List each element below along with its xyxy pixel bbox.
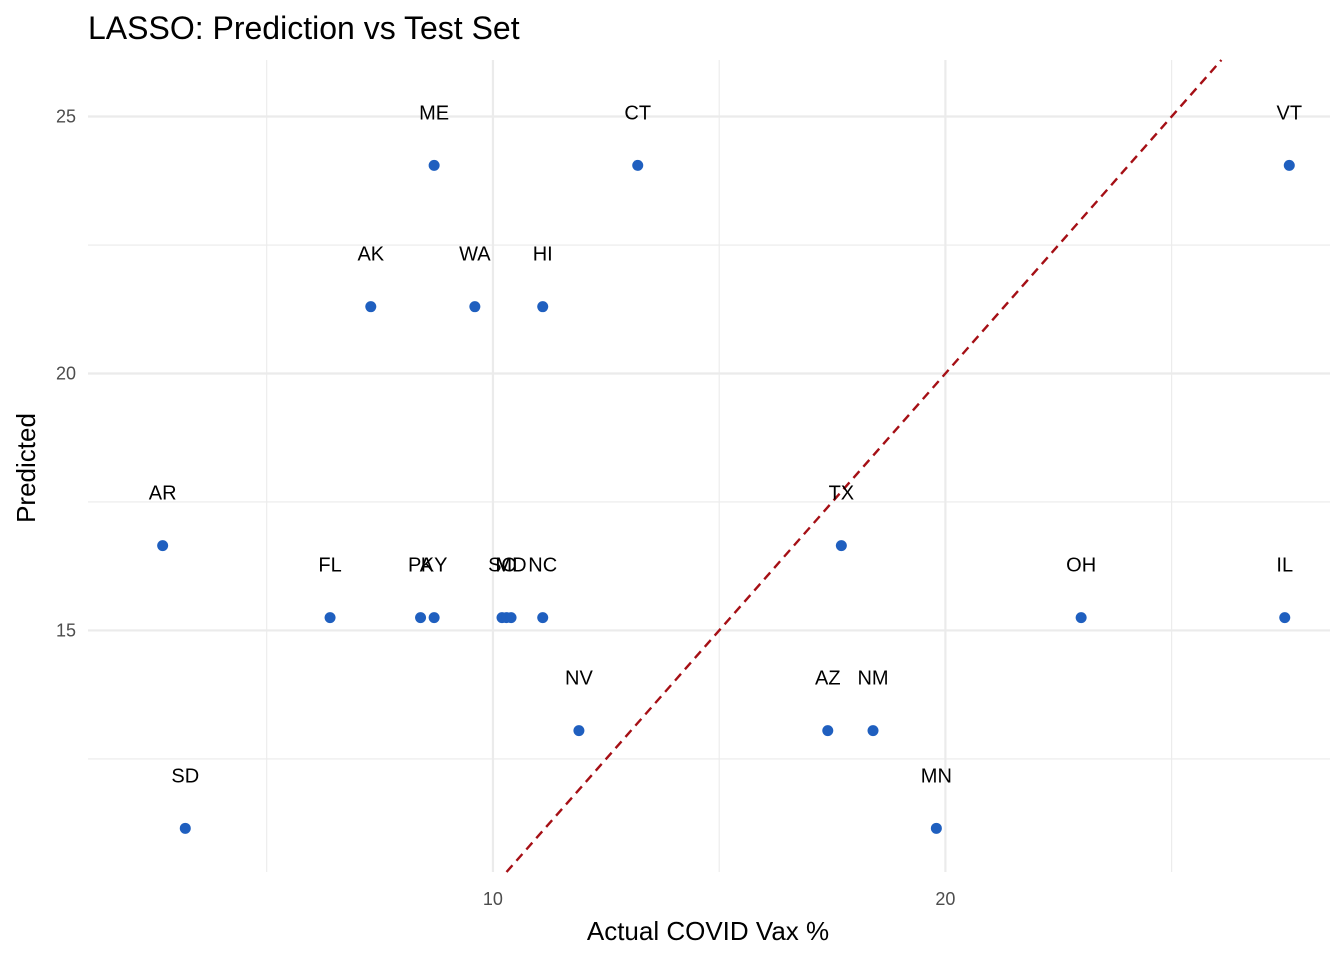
point-label: MI [495,555,517,577]
chart-title: LASSO: Prediction vs Test Set [88,10,520,46]
data-point [822,725,834,737]
data-point [867,725,879,737]
point-label: CT [624,102,651,124]
data-point [428,612,440,624]
point-label: IL [1276,555,1293,577]
x-axis-title: Actual COVID Vax % [587,916,829,946]
point-label: SD [171,765,199,787]
point-label: HI [533,244,553,266]
data-point [930,822,942,834]
data-point [1279,612,1291,624]
data-point [428,159,440,171]
major-gridlines [88,60,1330,872]
point-label: VT [1276,102,1302,124]
point-label: MD [495,555,526,577]
point-label: KY [421,555,448,577]
point-label: MN [921,765,952,787]
x-tick-label: 10 [483,889,503,909]
minor-gridlines [88,60,1330,872]
y-axis-title: Predicted [11,413,41,523]
data-point [324,612,336,624]
identity-reference-line [505,59,1223,873]
data-point [365,301,377,313]
point-label: PA [408,555,434,577]
point-label: NM [857,668,888,690]
point-label: NV [565,668,593,690]
point-label: OH [1066,555,1096,577]
x-tick-label: 20 [935,889,955,909]
y-tick-label: 25 [56,107,76,127]
point-label: AK [357,244,384,266]
data-point [1075,612,1087,624]
data-point [505,612,517,624]
data-point [179,822,191,834]
point-label: AR [149,483,177,505]
point-label: TX [829,483,855,505]
point-label: SC [488,555,516,577]
point-label: AZ [815,668,841,690]
point-label: NC [528,555,557,577]
data-point [632,159,644,171]
data-point [469,301,481,313]
data-point [537,612,549,624]
data-point [835,540,847,552]
y-tick-label: 20 [56,363,76,383]
y-axis-ticks: 15 20 25 [56,107,76,641]
data-point [573,725,585,737]
data-point [157,540,169,552]
point-label: FL [318,555,341,577]
point-label: WA [459,244,491,266]
data-point [415,612,427,624]
data-points [157,159,1295,834]
y-tick-label: 15 [56,620,76,640]
point-label: ME [419,102,449,124]
data-point [1283,159,1295,171]
data-point [537,301,549,313]
x-axis-ticks: 10 20 [483,889,955,909]
